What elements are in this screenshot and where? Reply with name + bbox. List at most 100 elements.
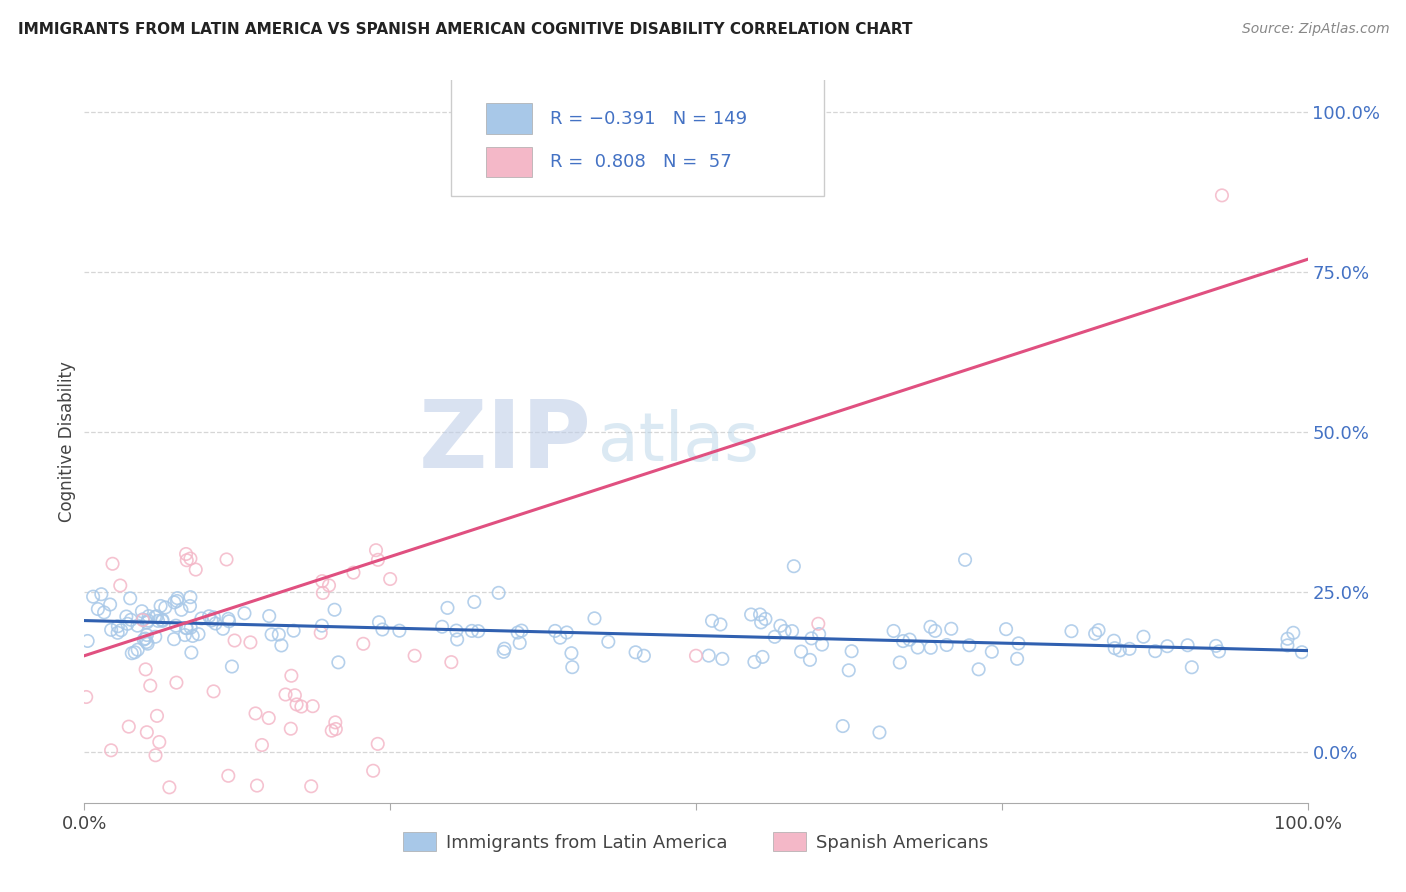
Point	[181, 629, 204, 643]
Point	[935, 638, 957, 652]
Point	[685, 648, 707, 663]
Point	[633, 648, 655, 663]
Point	[808, 627, 831, 641]
Legend: Immigrants from Latin America, Spanish Americans: Immigrants from Latin America, Spanish A…	[396, 825, 995, 859]
Point	[132, 613, 155, 627]
Point	[907, 640, 929, 655]
Point	[174, 621, 197, 635]
Point	[127, 618, 149, 632]
Point	[560, 646, 582, 660]
Point	[257, 711, 280, 725]
Point	[790, 644, 813, 658]
Point	[163, 632, 186, 647]
Point	[136, 637, 159, 651]
Point	[283, 624, 305, 638]
Point	[135, 628, 157, 642]
Point	[548, 631, 571, 645]
Point	[120, 613, 142, 627]
Text: IMMIGRANTS FROM LATIN AMERICA VS SPANISH AMERICAN COGNITIVE DISABILITY CORRELATI: IMMIGRANTS FROM LATIN AMERICA VS SPANISH…	[18, 22, 912, 37]
Point	[711, 652, 734, 666]
Point	[215, 552, 238, 566]
Point	[1181, 660, 1204, 674]
Point	[245, 706, 267, 721]
Point	[135, 662, 157, 676]
Point	[280, 722, 302, 736]
Point	[75, 690, 97, 704]
Point	[1132, 630, 1154, 644]
Point	[980, 645, 1002, 659]
Point	[891, 634, 914, 648]
Point	[139, 679, 162, 693]
Point	[807, 616, 830, 631]
Point	[883, 624, 905, 638]
Point	[176, 553, 198, 567]
Point	[136, 614, 159, 628]
Point	[174, 547, 197, 561]
Point	[773, 624, 796, 638]
Point	[285, 698, 308, 712]
Point	[110, 623, 132, 637]
Text: R =  0.808   N =  57: R = 0.808 N = 57	[550, 153, 733, 171]
Point	[274, 688, 297, 702]
Point	[1208, 644, 1230, 658]
Point	[1087, 623, 1109, 637]
Point	[146, 614, 169, 628]
Point	[117, 616, 139, 631]
Point	[124, 645, 146, 659]
Point	[138, 609, 160, 624]
Point	[257, 609, 280, 624]
Point	[463, 595, 485, 609]
Point	[841, 644, 863, 658]
Point	[187, 627, 209, 641]
Point	[740, 607, 762, 622]
Point	[184, 563, 207, 577]
Point	[179, 551, 201, 566]
Point	[1291, 645, 1313, 659]
Point	[146, 609, 169, 624]
Point	[467, 624, 489, 639]
Point	[898, 632, 921, 647]
Point	[1205, 639, 1227, 653]
Point	[1277, 632, 1299, 646]
Point	[544, 624, 567, 638]
Point	[146, 709, 169, 723]
Point	[404, 648, 426, 663]
Point	[218, 615, 240, 629]
Point	[284, 688, 307, 702]
Point	[250, 738, 273, 752]
Bar	[485, 147, 531, 178]
Point	[290, 699, 312, 714]
Point	[145, 748, 167, 763]
Point	[967, 662, 990, 676]
Point	[388, 624, 411, 638]
Point	[180, 621, 202, 635]
Text: Source: ZipAtlas.com: Source: ZipAtlas.com	[1241, 22, 1389, 37]
Point	[212, 622, 235, 636]
Point	[173, 628, 195, 642]
Point	[941, 622, 963, 636]
Point	[800, 632, 823, 646]
Point	[270, 639, 292, 653]
Point	[90, 587, 112, 601]
Point	[217, 769, 239, 783]
Point	[1102, 633, 1125, 648]
Point	[364, 543, 387, 558]
Point	[309, 625, 332, 640]
Point	[121, 646, 143, 660]
Point	[267, 627, 290, 641]
Point	[115, 609, 138, 624]
Point	[598, 634, 620, 648]
Point	[311, 618, 333, 632]
Point	[152, 613, 174, 627]
Point	[76, 634, 98, 648]
Point	[838, 663, 860, 677]
Point	[1118, 641, 1140, 656]
Point	[953, 553, 976, 567]
Point	[492, 645, 515, 659]
Point	[920, 620, 942, 634]
Point	[509, 636, 531, 650]
Point	[700, 614, 723, 628]
Point	[889, 656, 911, 670]
Point	[163, 595, 186, 609]
Point	[709, 617, 731, 632]
